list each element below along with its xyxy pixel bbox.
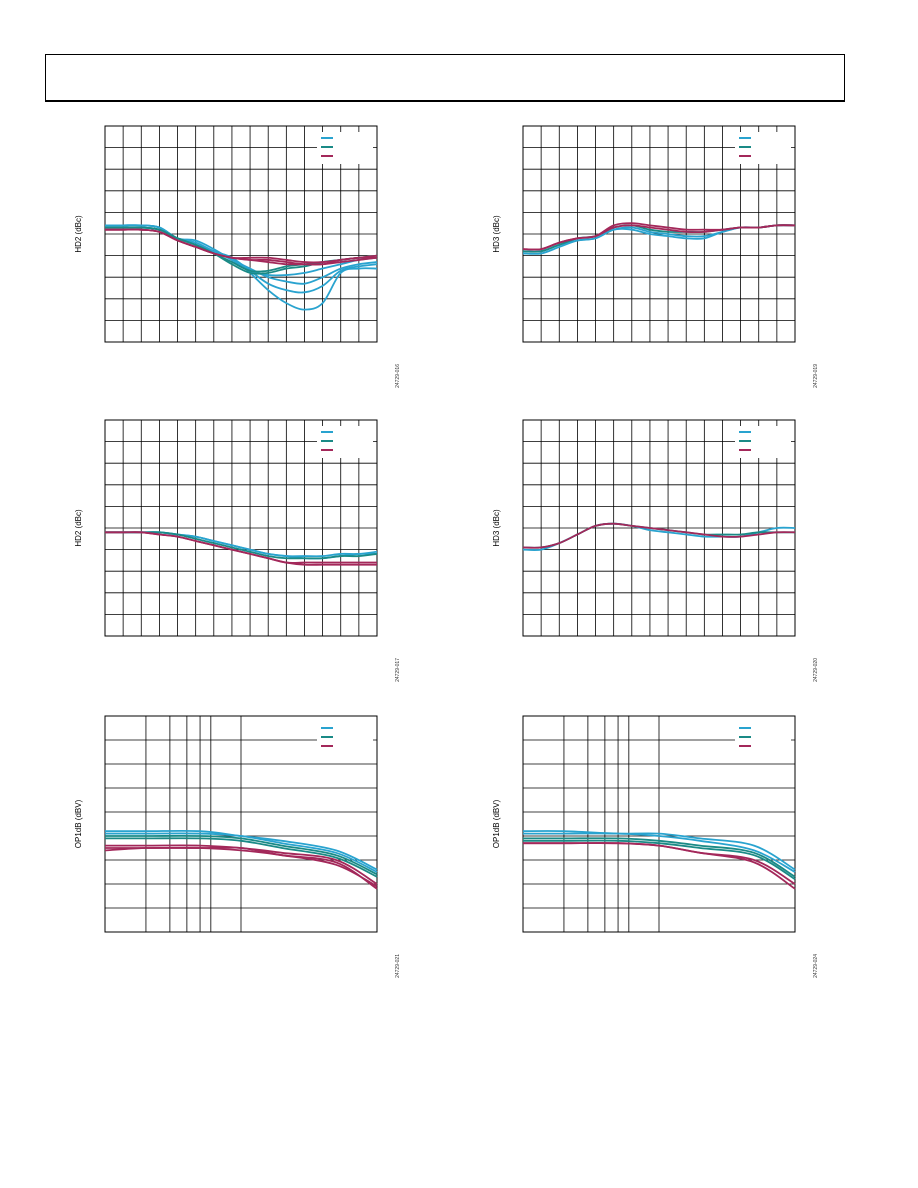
figure-id: 24729-024 <box>813 954 819 978</box>
series-line-magenta-4 <box>105 531 377 566</box>
series-line-magenta-6 <box>105 846 378 888</box>
y-axis-label: OP1dB (dBV) <box>74 799 83 848</box>
grid-lines <box>523 126 795 342</box>
chart-op1db-b: OP1dB (dBV) 24729-024 <box>492 715 819 978</box>
legend <box>735 132 791 164</box>
series-group <box>105 531 378 566</box>
figure-id: 24729-020 <box>813 658 819 682</box>
series-line-magenta-8 <box>105 228 378 266</box>
legend <box>317 722 373 754</box>
figure-id: 24729-021 <box>395 954 401 978</box>
legend <box>317 426 373 458</box>
y-axis-label: HD3 (dBc) <box>492 215 501 253</box>
y-axis-label: HD2 (dBc) <box>74 215 83 253</box>
chart-hd3-b: HD3 (dBc) 24729-020 <box>492 419 819 682</box>
series-line-teal-2 <box>105 531 378 560</box>
series-line-magenta-2 <box>522 522 796 549</box>
legend <box>735 722 791 754</box>
grid-lines <box>105 716 377 932</box>
legend <box>735 426 791 458</box>
series-line-teal-2 <box>523 837 796 878</box>
page-header-box <box>45 54 845 102</box>
series-group <box>522 522 796 551</box>
legend <box>317 132 373 164</box>
chart-hd3-a: HD3 (dBc) 24729-019 <box>492 125 819 388</box>
figure-id: 24729-019 <box>813 364 819 388</box>
chart-op1db-a: OP1dB (dBV) 24729-021 <box>74 715 401 978</box>
grid-lines <box>523 716 795 932</box>
series-line-cyan-3 <box>105 224 378 277</box>
series-line-teal-2 <box>105 834 378 876</box>
series-line-magenta-5 <box>523 842 796 890</box>
series-group <box>522 222 796 255</box>
series-line-cyan-1 <box>104 832 378 873</box>
series-group <box>104 829 378 890</box>
chart-hd2-b: HD2 (dBc) 24729-017 <box>74 419 401 682</box>
chart-hd2-a: HD2 (dBc) 24729-016 <box>74 125 401 388</box>
series-group <box>104 224 378 311</box>
series-group <box>522 830 796 890</box>
figure-id: 24729-017 <box>395 658 401 682</box>
y-axis-label: OP1dB (dBV) <box>492 799 501 848</box>
y-axis-label: HD3 (dBc) <box>492 509 501 547</box>
series-line-cyan-1 <box>522 832 796 873</box>
series-line-teal-3 <box>523 839 796 880</box>
y-axis-label: HD2 (dBc) <box>74 509 83 547</box>
series-line-magenta-4 <box>522 224 796 251</box>
grid-lines <box>523 420 795 636</box>
series-line-cyan-0 <box>522 830 796 871</box>
series-line-teal-3 <box>105 837 378 878</box>
figure-id: 24729-016 <box>395 364 401 388</box>
